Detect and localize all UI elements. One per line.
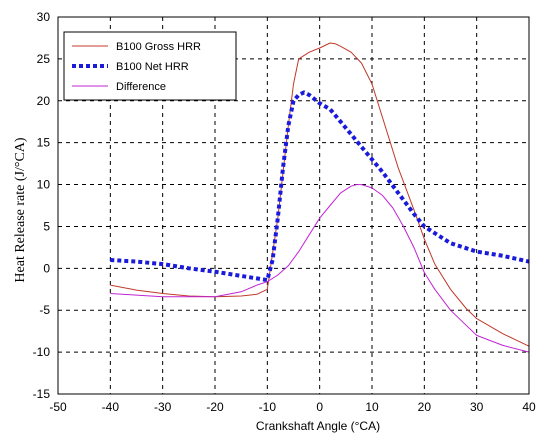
x-tick-label: 0 (316, 400, 323, 414)
series-line-b100-net-hrr (110, 90, 530, 283)
x-tick-label: 20 (418, 400, 432, 414)
legend-label-gross: B100 Gross HRR (116, 41, 201, 53)
y-tick-label: 15 (37, 136, 51, 150)
series-layer (110, 42, 530, 353)
legend-box (63, 31, 237, 101)
plot-frame (57, 16, 530, 395)
y-axis-ticks: -15 -10 -5 0 5 10 15 20 25 30 (33, 10, 51, 401)
y-tick-label: 10 (37, 178, 51, 192)
x-tick-label: 40 (522, 400, 536, 414)
x-tick-label: 30 (470, 400, 484, 414)
x-tick-label: -20 (206, 400, 224, 414)
x-axis-label: Crankshaft Angle (°CA) (256, 419, 380, 433)
y-tick-label: -5 (39, 303, 50, 317)
y-tick-label: 25 (37, 52, 51, 66)
x-tick-label: 10 (365, 400, 379, 414)
y-tick-label: 5 (43, 219, 50, 233)
x-tick-label: -50 (49, 400, 67, 414)
x-tick-label: -30 (154, 400, 172, 414)
legend-label-net: B100 Net HRR (116, 61, 189, 73)
legend: B100 Gross HRR B100 Net HRR Difference (63, 31, 237, 101)
legend-label-difference: Difference (116, 81, 166, 93)
y-tick-label: 0 (43, 261, 50, 275)
y-tick-label: -10 (33, 345, 51, 359)
grid-lines (58, 17, 529, 394)
y-axis-label: Heat Release rate (J/°CA) (13, 137, 28, 282)
x-tick-label: -10 (259, 400, 277, 414)
x-tick-label: -40 (102, 400, 120, 414)
x-axis-ticks: -50 -40 -30 -20 -10 0 10 20 30 40 (49, 400, 536, 414)
series-line-b100-gross-hrr (110, 42, 530, 347)
y-tick-label: 30 (37, 10, 51, 24)
y-tick-label: 20 (37, 94, 51, 108)
y-tick-label: -15 (33, 387, 51, 401)
series-line-difference (110, 184, 530, 353)
